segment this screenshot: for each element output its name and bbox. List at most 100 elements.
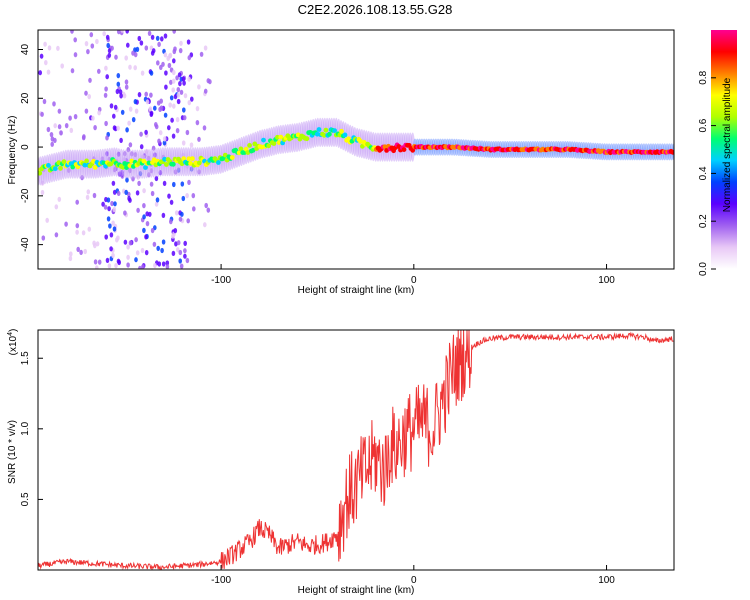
- spectrogram-noise-mark: [124, 84, 129, 90]
- spectrogram-noise-mark: [169, 219, 173, 225]
- spectrogram-noise-mark: [167, 125, 171, 131]
- spectrogram-noise-mark: [70, 30, 74, 34]
- spectrogram-noise-mark: [86, 189, 91, 195]
- spectrogram-noise-mark: [175, 117, 180, 123]
- spectrogram-noise-mark: [113, 104, 118, 110]
- spectrogram-noise-mark: [164, 70, 168, 76]
- spectrogram-noise-mark: [38, 70, 42, 76]
- spectrogram-noise-mark: [84, 41, 89, 47]
- spectrogram-ridge-mark: [332, 128, 337, 134]
- spectrogram-ridge-mark: [120, 164, 126, 170]
- spectrogram-ridge-mark: [278, 134, 284, 140]
- spectrogram-noise-mark: [89, 32, 94, 38]
- spectrogram-noise-mark: [187, 100, 192, 106]
- spectrogram-noise-mark: [124, 55, 128, 61]
- spectrogram-ridge-mark: [186, 156, 192, 162]
- spectrogram-y-tick-label: 40: [20, 44, 31, 56]
- spectrogram-noise-mark: [110, 45, 114, 51]
- colorbar: 0.0 0.2 0.4 0.6 0.8 Normalized spectral ampl…: [698, 30, 737, 276]
- spectrogram-noise-mark: [139, 131, 143, 137]
- spectrogram-noise-mark: [163, 52, 168, 58]
- spectrogram-noise-mark: [109, 232, 114, 238]
- spectrogram-noise-mark: [73, 52, 78, 58]
- spectrogram-noise-mark: [186, 39, 191, 45]
- spectrogram-noise-mark: [181, 76, 186, 82]
- spectrogram-noise-mark: [105, 74, 109, 80]
- spectrogram-noise-mark: [155, 35, 160, 41]
- spectrogram-noise-mark: [203, 45, 208, 51]
- spectrogram-noise-mark: [97, 68, 101, 74]
- spectrogram-noise-mark: [102, 31, 106, 37]
- spectrogram-noise-mark: [43, 41, 47, 47]
- spectrogram-noise-mark: [46, 126, 51, 133]
- spectrogram-ridge-mark: [670, 149, 674, 155]
- spectrogram-noise-mark: [107, 206, 111, 212]
- spectrogram-noise-mark: [54, 232, 59, 238]
- spectrogram-noise-mark: [175, 75, 179, 81]
- spectrogram-noise-mark: [163, 112, 168, 118]
- spectrogram-noise-mark: [92, 240, 96, 246]
- spectrogram-noise-mark: [81, 135, 86, 141]
- spectrogram-panel: -100 0 100 -40 -20 0 20 40 Height of straight l…: [7, 29, 675, 296]
- spectrogram-noise-mark: [154, 201, 159, 207]
- spectrogram-noise-mark: [172, 58, 176, 64]
- spectrogram-noise-mark: [180, 211, 184, 217]
- spectrogram-noise-mark: [156, 100, 161, 106]
- spectrogram-noise-mark: [125, 30, 129, 34]
- spectrogram-noise-mark: [167, 62, 172, 69]
- snr-y-label: SNR (10 * v/v): [7, 420, 18, 484]
- spectrogram-noise-mark: [179, 263, 184, 269]
- spectrogram-ridge-mark: [216, 160, 221, 165]
- spectrogram-noise-mark: [126, 244, 130, 250]
- spectrogram-noise-mark: [110, 200, 114, 207]
- spectrogram-noise-mark: [149, 70, 154, 76]
- spectrogram-noise-mark: [87, 94, 91, 100]
- spectrogram-noise-mark: [60, 63, 64, 69]
- spectrogram-noise-mark: [91, 115, 95, 121]
- spectrogram-noise-mark: [139, 144, 144, 150]
- spectrogram-noise-mark: [42, 98, 47, 105]
- spectrogram-noise-mark: [117, 259, 121, 266]
- spectrogram-noise-mark: [142, 203, 146, 209]
- colorbar-ticks: 0.0 0.2 0.4 0.6 0.8: [698, 70, 716, 276]
- spectrogram-noise-mark: [199, 51, 204, 57]
- spectrogram-noise-mark: [79, 249, 83, 255]
- spectrogram-ridge-mark: [61, 159, 67, 165]
- snr-y-tick-label: 0.5: [20, 492, 31, 506]
- spectrogram-noise-mark: [64, 123, 69, 129]
- spectrogram-noise-mark: [106, 216, 111, 222]
- spectrogram-noise-mark: [135, 250, 140, 256]
- spectrogram-noise-mark: [106, 42, 110, 49]
- spectrogram-noise-mark: [173, 228, 178, 234]
- spectrogram-noise-mark: [47, 45, 52, 51]
- spectrogram-noise-mark: [119, 93, 123, 99]
- spectrogram-noise-mark: [160, 247, 164, 254]
- spectrogram-ridge-mark: [141, 158, 147, 164]
- spectrogram-y-tick-label: -20: [20, 188, 31, 203]
- spectrogram-noise-mark: [178, 216, 183, 222]
- spectrogram-noise-mark: [85, 194, 90, 200]
- spectrogram-noise-mark: [56, 45, 60, 51]
- spectrogram-noise-mark: [120, 30, 124, 33]
- spectrogram-ridge-mark: [247, 143, 253, 148]
- snr-x-tick-label: -100: [211, 575, 231, 586]
- spectrogram-noise-mark: [204, 202, 208, 209]
- spectrogram-noise-mark: [50, 136, 55, 142]
- spectrogram-x-tick-label: 100: [598, 275, 615, 286]
- spectrogram-noise-mark: [150, 34, 155, 40]
- spectrogram-noise-mark: [133, 65, 137, 71]
- spectrogram-noise-mark: [157, 138, 161, 144]
- spectrogram-ridge-mark: [382, 144, 388, 150]
- spectrogram-ridge-mark: [252, 141, 258, 147]
- spectrogram-noise-mark: [116, 81, 121, 87]
- spectrogram-noise-mark: [131, 117, 136, 123]
- spectrogram-noise-mark: [155, 197, 160, 203]
- spectrogram-noise-mark: [125, 177, 129, 183]
- spectrogram-noise-mark: [128, 240, 133, 246]
- spectrogram-noise-mark: [103, 92, 108, 98]
- spectrogram-noise-mark: [152, 241, 157, 247]
- spectrogram-ridge-mark: [184, 160, 190, 166]
- spectrogram-noise-mark: [142, 227, 146, 233]
- spectrogram-noise-mark: [145, 99, 150, 105]
- spectrogram-noise-mark: [87, 226, 92, 232]
